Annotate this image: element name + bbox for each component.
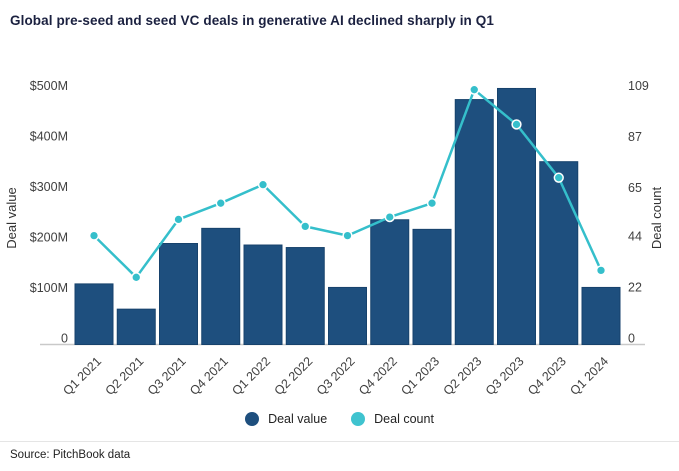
footer-divider — [0, 441, 679, 442]
point-q3-2021 — [173, 214, 184, 225]
bar-q3-2021 — [159, 243, 198, 345]
x-axis-tick-label: Q3 2022 — [314, 354, 358, 398]
point-q3-2023 — [511, 119, 522, 130]
bar-q2-2023 — [454, 99, 494, 345]
legend-item-deal-count: Deal count — [351, 412, 434, 426]
left-axis-tick-label: $300M — [30, 180, 68, 194]
x-axis-tick-label: Q4 2022 — [356, 354, 400, 398]
left-axis-tick-label: $400M — [30, 130, 68, 144]
point-q4-2023 — [553, 172, 564, 183]
right-axis-tick-label: 87 — [628, 130, 642, 144]
left-axis-tick-label: 0 — [61, 332, 68, 346]
left-axis-tick-label: $200M — [30, 231, 68, 245]
point-q1-2023 — [426, 198, 438, 209]
right-axis-tick-label: 65 — [628, 181, 642, 195]
legend-label-deal-count: Deal count — [374, 412, 434, 426]
x-axis-tick-label: Q1 2022 — [229, 354, 273, 398]
bar-q4-2022 — [370, 219, 410, 345]
bar-q4-2023 — [539, 161, 579, 345]
bar-q1-2023 — [412, 228, 452, 345]
chart-svg: $500M $400M $300M $200M $100M 0 109 87 65 44 22 0 Q1… — [4, 79, 664, 398]
bar-q4-2021 — [201, 227, 241, 346]
x-axis-tick-label: Q1 2023 — [398, 354, 442, 398]
bar-q2-2022 — [285, 247, 325, 345]
point-q1-2024 — [595, 265, 607, 276]
right-axis-tick-label: 0 — [628, 332, 635, 346]
point-q2-2023 — [469, 84, 480, 95]
point-q2-2022 — [300, 221, 311, 232]
x-axis-tick-label: Q1 2021 — [60, 354, 104, 398]
legend-label-deal-value: Deal value — [268, 412, 328, 426]
x-axis-tick-label: Q4 2021 — [187, 354, 231, 398]
x-axis-tick-label: Q2 2022 — [272, 354, 316, 398]
bar-q3-2023 — [497, 87, 536, 345]
chart-legend: Deal value Deal count — [0, 412, 679, 426]
x-axis-tick-label: Q3 2021 — [145, 354, 189, 398]
x-axis-tick-label: Q4 2023 — [525, 354, 569, 398]
bar-q1-2022 — [243, 244, 283, 345]
point-q1-2022 — [257, 179, 269, 190]
right-axis-tick-label: 44 — [628, 230, 642, 244]
deal-count-swatch-icon — [351, 412, 366, 426]
x-axis-tick-label: Q3 2023 — [483, 354, 527, 398]
bar-q3-2022 — [328, 286, 367, 345]
point-q3-2022 — [342, 230, 353, 241]
bar-q2-2021 — [116, 308, 156, 345]
x-axis-tick-label: Q2 2021 — [103, 354, 147, 398]
x-axis-tick-label: Q2 2023 — [441, 354, 485, 398]
left-axis-tick-label: $500M — [30, 79, 68, 93]
chart-title: Global pre-seed and seed VC deals in gen… — [10, 13, 494, 28]
bar-q1-2024 — [581, 286, 621, 345]
left-axis-tick-label: $100M — [30, 281, 68, 295]
x-axis-tick-label: Q1 2024 — [567, 354, 611, 398]
right-axis-tick-label: 109 — [628, 79, 649, 93]
right-axis-title: Deal count — [649, 187, 664, 250]
point-q4-2021 — [215, 198, 226, 209]
point-q4-2022 — [384, 211, 395, 223]
deal-value-swatch-icon — [245, 412, 260, 426]
right-axis-tick-label: 22 — [628, 281, 642, 295]
bar-q1-2021 — [74, 283, 114, 345]
point-q1-2021 — [88, 230, 100, 241]
point-q2-2021 — [131, 272, 142, 283]
legend-item-deal-value: Deal value — [245, 412, 327, 426]
left-axis-title: Deal value — [4, 187, 19, 248]
source-text: Source: PitchBook data — [10, 449, 131, 461]
